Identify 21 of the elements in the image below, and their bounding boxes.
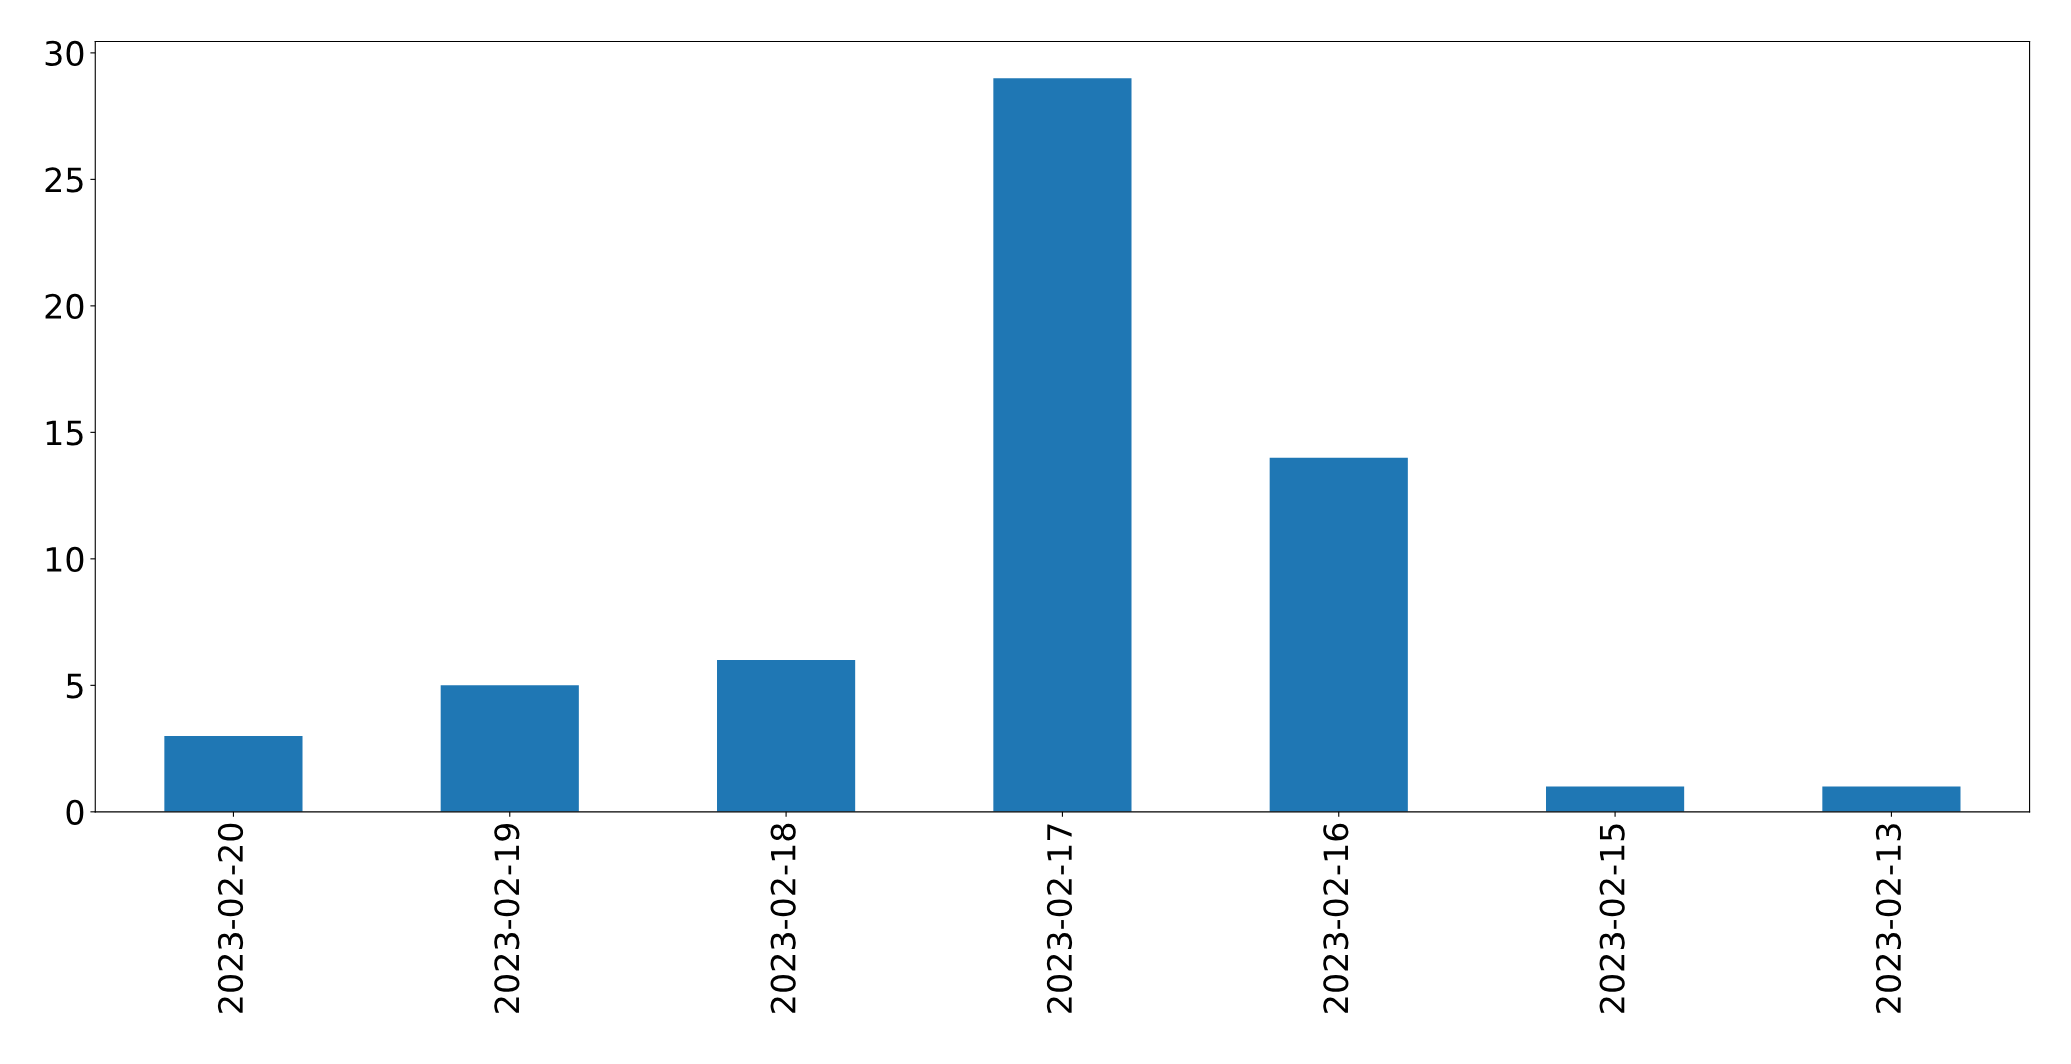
y-tick-label: 5 (66, 673, 83, 699)
bar (440, 685, 579, 812)
bar (717, 660, 856, 812)
y-tick-label: 25 (45, 167, 83, 193)
x-tick-label: 2023-02-19 (494, 823, 520, 1013)
y-tick-label: 0 (66, 799, 84, 825)
y-tick-label: 10 (46, 546, 84, 572)
bar (1546, 786, 1685, 812)
bar (993, 78, 1132, 812)
x-tick-label: 2023-02-17 (1046, 824, 1073, 1013)
x-tick-label: 2023-02-18 (770, 823, 796, 1013)
bar (1822, 786, 1961, 812)
x-tick-label: 2023-02-13 (1875, 824, 1902, 1013)
y-tick-label: 15 (46, 420, 83, 446)
y-tick-label: 30 (45, 40, 84, 67)
x-tick-label: 2023-02-20 (217, 823, 244, 1013)
x-tick-label: 2023-02-15 (1599, 824, 1625, 1013)
x-tick-label: 2023-02-16 (1323, 823, 1349, 1013)
y-tick-label: 20 (45, 293, 84, 319)
bar (164, 735, 303, 812)
bar (1269, 457, 1408, 812)
